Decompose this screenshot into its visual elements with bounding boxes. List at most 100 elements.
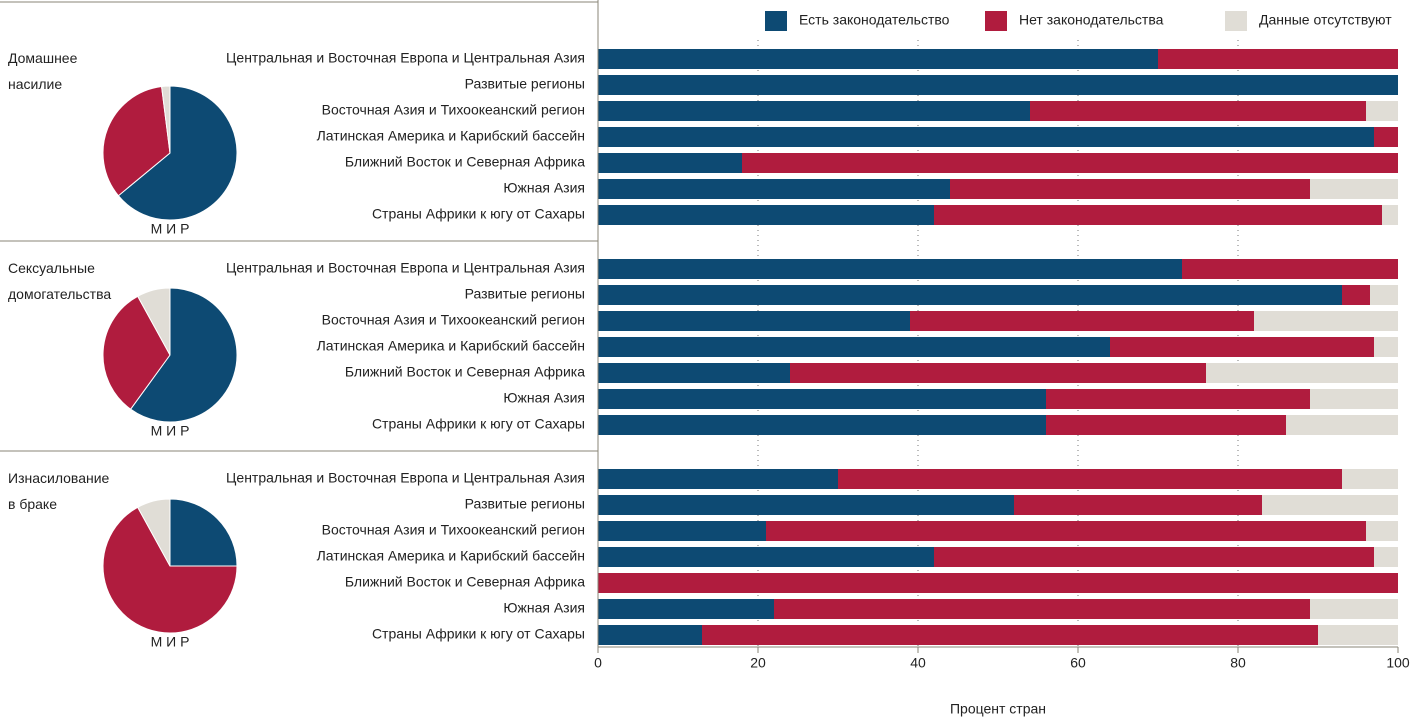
category-label: Развитые регионы xyxy=(465,76,585,92)
category-label: Страны Африки к югу от Сахары xyxy=(372,206,585,222)
category-label: Ближний Восток и Северная Африка xyxy=(345,574,585,590)
category-label: Развитые регионы xyxy=(465,286,585,302)
category-label: Южная Азия xyxy=(503,600,585,616)
bar-segment xyxy=(1366,521,1398,541)
bar-segment xyxy=(598,599,774,619)
bar-segment xyxy=(1262,495,1398,515)
bar-segment xyxy=(1318,625,1398,645)
bar-segment xyxy=(702,625,1318,645)
bar-segment xyxy=(950,179,1310,199)
pie-label: М И Р xyxy=(151,423,190,439)
x-tick-label: 60 xyxy=(1070,655,1086,671)
x-tick-label: 40 xyxy=(910,655,926,671)
x-tick-label: 0 xyxy=(594,655,602,671)
bar-segment xyxy=(598,205,934,225)
category-label: Центральная и Восточная Европа и Централ… xyxy=(226,470,585,486)
bar-segment xyxy=(910,311,1254,331)
legend-label: Нет законодательства xyxy=(1019,12,1164,28)
bar-segment xyxy=(1286,415,1398,435)
pie-label: М И Р xyxy=(151,221,190,237)
bar-segment xyxy=(598,337,1110,357)
bar-segment xyxy=(598,285,1342,305)
bar-segment xyxy=(598,153,742,173)
bar-segment xyxy=(1254,311,1398,331)
bar-segment xyxy=(1366,101,1398,121)
bar-segment xyxy=(1046,389,1310,409)
bar-segment xyxy=(1374,127,1398,147)
category-label: Страны Африки к югу от Сахары xyxy=(372,626,585,642)
pie-slice xyxy=(161,85,171,154)
x-axis-label: Процент стран xyxy=(950,701,1046,717)
x-tick-label: 100 xyxy=(1386,655,1410,671)
x-tick-label: 20 xyxy=(750,655,766,671)
pie-slice xyxy=(117,85,238,221)
bar-segment xyxy=(598,127,1374,147)
bar-segment xyxy=(598,521,766,541)
bar-segment xyxy=(598,49,1158,69)
pie-slice xyxy=(102,295,171,410)
bar-segment xyxy=(598,101,1030,121)
group-title: Изнасилование в браке xyxy=(8,470,113,512)
bar-segment xyxy=(1310,389,1398,409)
category-label: Страны Африки к югу от Сахары xyxy=(372,416,585,432)
category-label: Южная Азия xyxy=(503,180,585,196)
bar-segment xyxy=(1342,285,1370,305)
pie-slice xyxy=(129,287,238,423)
category-label: Центральная и Восточная Европа и Централ… xyxy=(226,50,585,66)
category-label: Латинская Америка и Карибский бассейн xyxy=(317,548,585,564)
category-label: Ближний Восток и Северная Африка xyxy=(345,154,585,170)
legend-label: Данные отсутствуют xyxy=(1259,12,1392,28)
legend-label: Есть законодательство xyxy=(799,12,950,28)
pie-slice xyxy=(137,287,171,356)
bar-segment xyxy=(598,179,950,199)
legend-swatch xyxy=(985,11,1007,31)
category-label: Восточная Азия и Тихоокеанский регион xyxy=(322,312,585,328)
pie-slice xyxy=(102,506,238,634)
pie-slice xyxy=(102,85,171,197)
bar-segment xyxy=(598,547,934,567)
x-tick-label: 80 xyxy=(1230,655,1246,671)
legend-swatch xyxy=(765,11,787,31)
bar-segment xyxy=(1374,547,1398,567)
bar-segment xyxy=(766,521,1366,541)
bar-segment xyxy=(1046,415,1286,435)
bar-segment xyxy=(934,205,1382,225)
bar-segment xyxy=(1382,205,1398,225)
bar-segment xyxy=(1374,337,1398,357)
bar-segment xyxy=(598,363,790,383)
pie-slice xyxy=(169,498,238,567)
group-title: Сексуальные домогательства xyxy=(8,260,111,302)
category-label: Ближний Восток и Северная Африка xyxy=(345,364,585,380)
bar-segment xyxy=(1342,469,1398,489)
bar-segment xyxy=(598,415,1046,435)
bar-segment xyxy=(598,311,910,331)
category-label: Центральная и Восточная Европа и Централ… xyxy=(226,260,585,276)
category-label: Латинская Америка и Карибский бассейн xyxy=(317,338,585,354)
bar-segment xyxy=(838,469,1342,489)
category-label: Развитые регионы xyxy=(465,496,585,512)
bar-segment xyxy=(1370,285,1398,305)
category-label: Южная Азия xyxy=(503,390,585,406)
bar-segment xyxy=(774,599,1310,619)
group-title: Домашнее насилие xyxy=(8,50,81,92)
bar-segment xyxy=(598,389,1046,409)
bar-segment xyxy=(1110,337,1374,357)
bar-segment xyxy=(1206,363,1398,383)
bar-segment xyxy=(598,573,1398,593)
category-label: Восточная Азия и Тихоокеанский регион xyxy=(322,102,585,118)
bar-segment xyxy=(934,547,1374,567)
bar-segment xyxy=(1158,49,1398,69)
bar-segment xyxy=(598,259,1182,279)
pie-slice xyxy=(137,498,171,567)
bar-segment xyxy=(1014,495,1262,515)
bar-segment xyxy=(790,363,1206,383)
pie-label: М И Р xyxy=(151,634,190,650)
legend-swatch xyxy=(1225,11,1247,31)
category-label: Восточная Азия и Тихоокеанский регион xyxy=(322,522,585,538)
bar-segment xyxy=(1310,179,1398,199)
bar-segment xyxy=(742,153,1398,173)
bar-segment xyxy=(598,625,702,645)
bar-segment xyxy=(1310,599,1398,619)
bar-segment xyxy=(1182,259,1398,279)
